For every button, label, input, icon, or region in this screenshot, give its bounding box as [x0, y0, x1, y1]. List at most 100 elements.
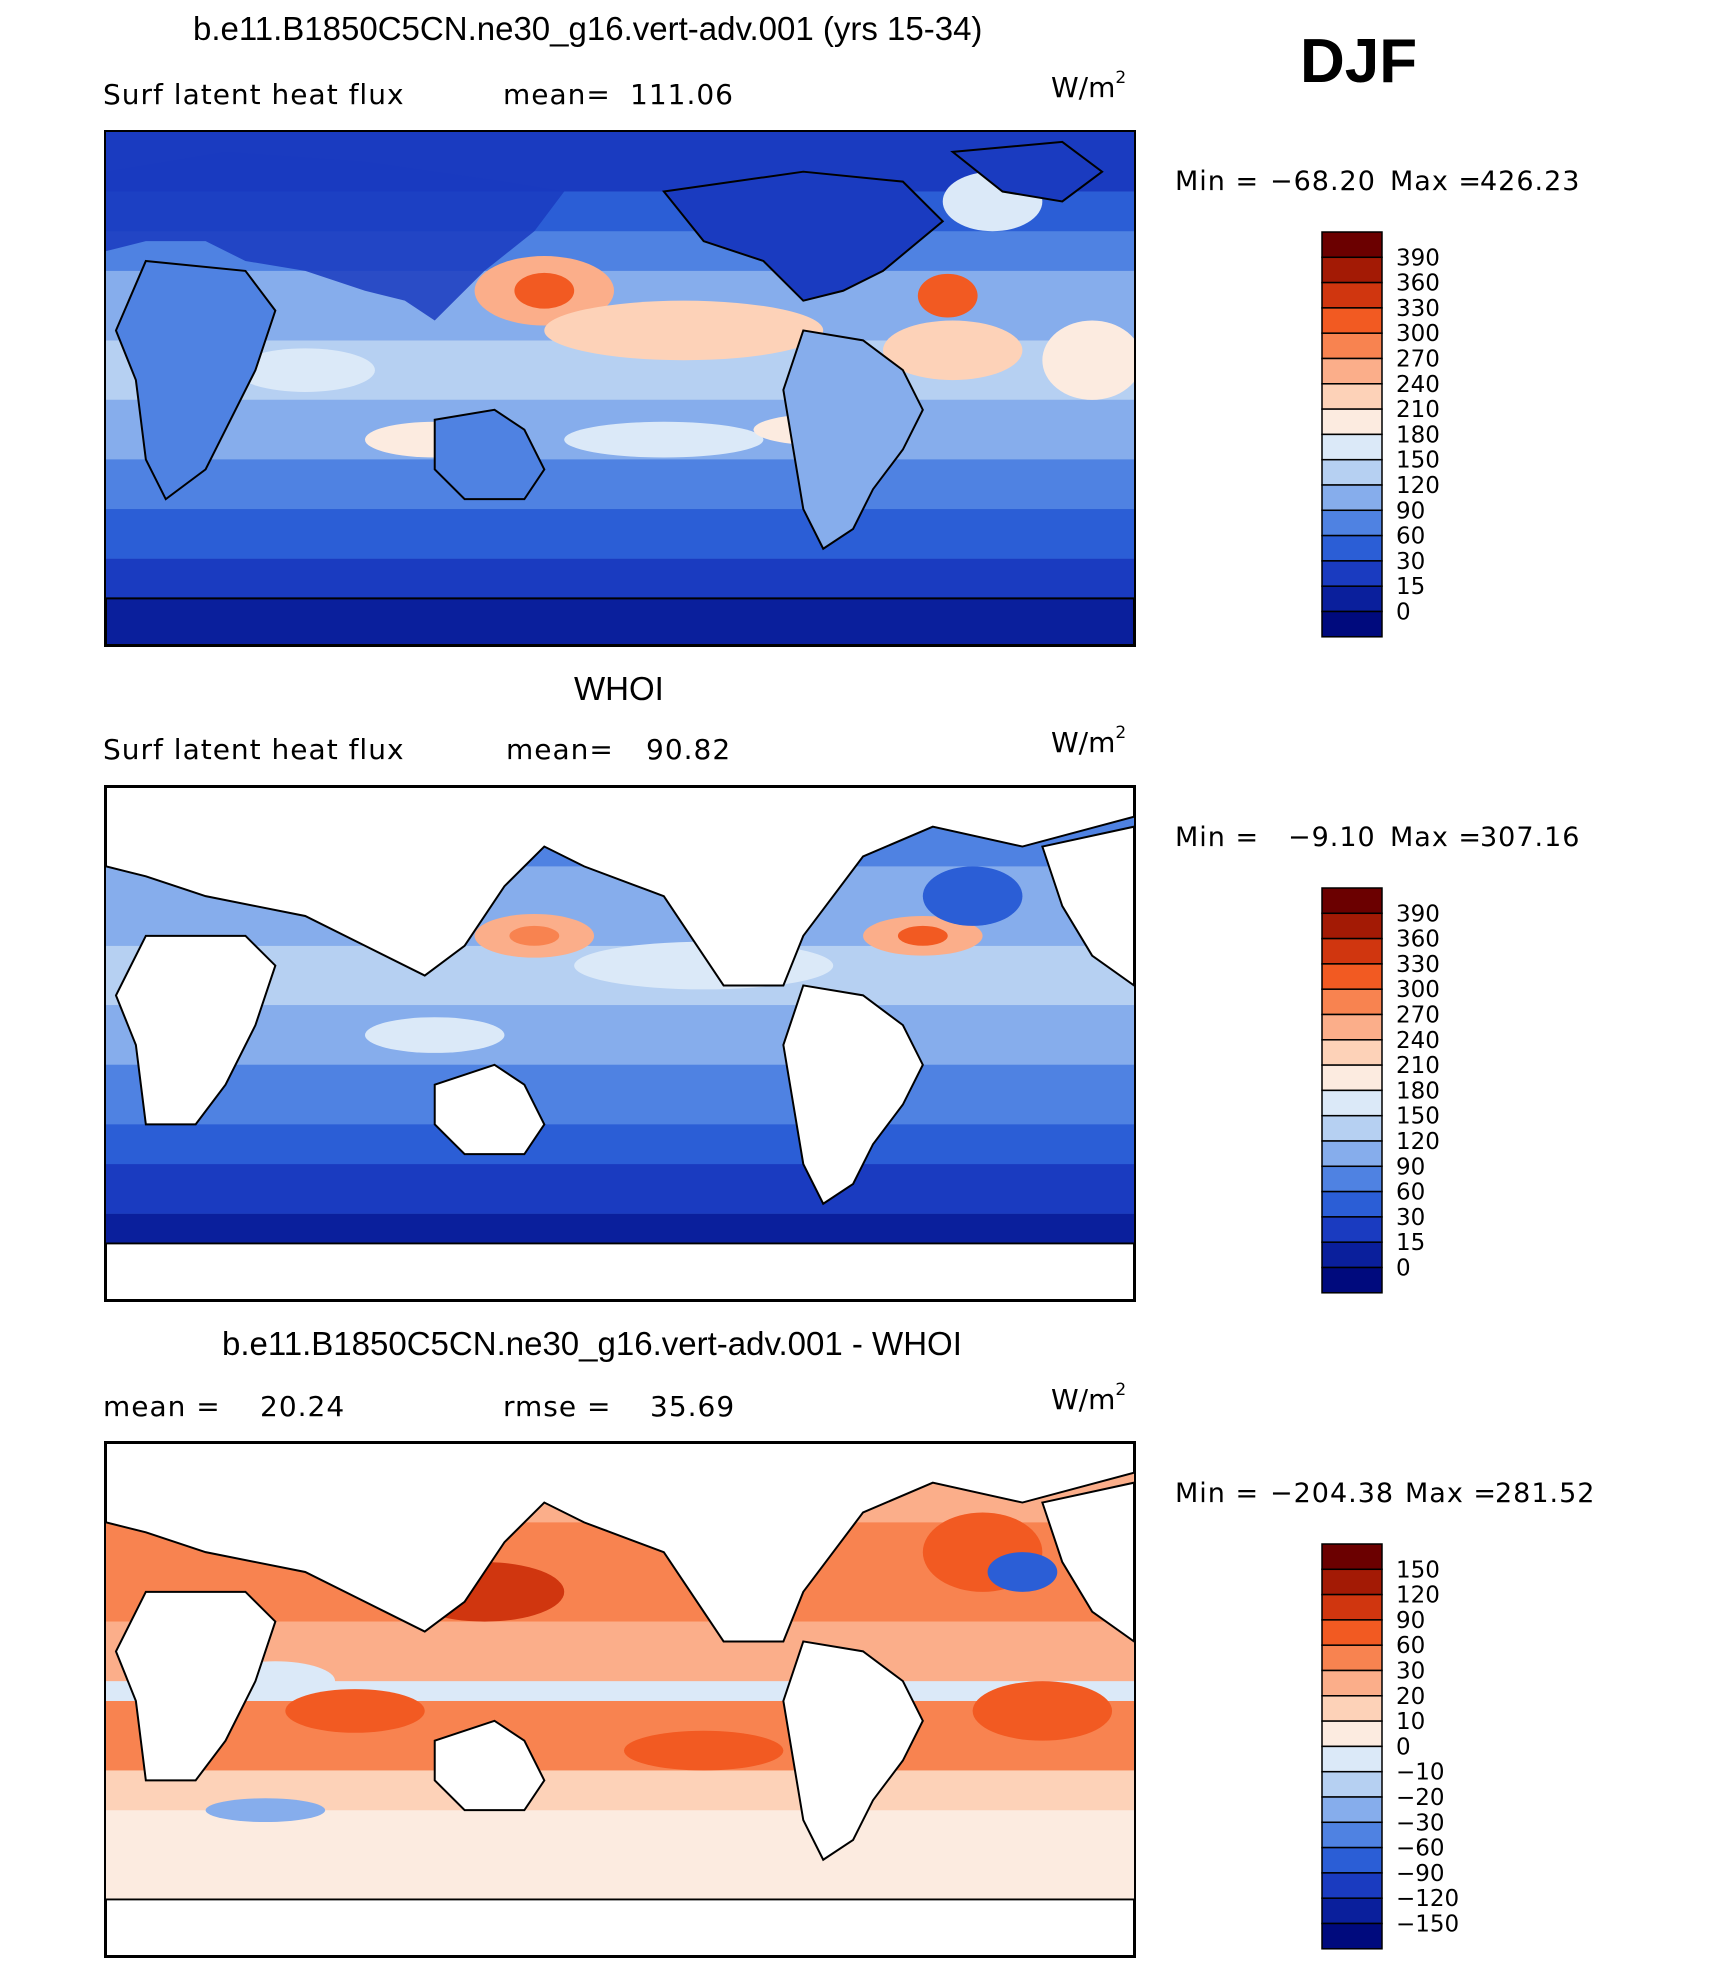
- colorbar-tick-label: 60: [1396, 524, 1425, 550]
- colorbar-tick-label: −60: [1396, 1836, 1445, 1862]
- colorbar-swatch: [1321, 937, 1383, 965]
- colorbar-tick-label: 210: [1396, 1053, 1440, 1079]
- colorbar-swatch: [1321, 1745, 1383, 1773]
- colorbar-swatch: [1321, 912, 1383, 940]
- panel-3-colorbar: 150 120 90 60 30 20 10 0 −10 −20 −30 −60 −90 −120 −150: [1320, 1542, 1460, 1952]
- colorbar-swatch: [1321, 1821, 1383, 1849]
- panel-1-min-label: Min =: [1175, 166, 1260, 197]
- panel-3-max-label: Max =: [1405, 1478, 1498, 1509]
- colorbar-swatch: [1321, 307, 1383, 334]
- colorbar-tick-label: 270: [1396, 347, 1440, 373]
- colorbar-swatch: [1321, 433, 1383, 461]
- panel-1-map-canvas: [106, 132, 1134, 645]
- colorbar-swatch: [1321, 1241, 1383, 1269]
- colorbar-swatch: [1321, 560, 1383, 587]
- panel-2-min-label: Min =: [1175, 822, 1260, 853]
- colorbar-tick-label: 60: [1396, 1633, 1425, 1659]
- panel-2-title: WHOI: [574, 670, 664, 707]
- colorbar-tick-label: 210: [1396, 397, 1440, 423]
- colorbar-tick-label: 10: [1396, 1709, 1425, 1735]
- colorbar-swatch: [1321, 484, 1383, 512]
- panel-3-title: b.e11.B1850C5CN.ne30_g16.vert-adv.001 - …: [222, 1325, 962, 1362]
- colorbar-tick-label: 150: [1396, 1557, 1440, 1583]
- panel-3-mean-label: mean =: [103, 1390, 221, 1423]
- panel-2-units: W/m2: [1051, 723, 1127, 759]
- colorbar-tick-label: 330: [1396, 296, 1440, 322]
- colorbar-swatch: [1321, 1140, 1383, 1168]
- colorbar-swatch: [1321, 988, 1383, 1016]
- colorbar-swatch: [1321, 281, 1383, 309]
- panel-1-mean-label: mean=: [503, 78, 611, 111]
- colorbar-tick-label: 120: [1396, 1129, 1440, 1155]
- colorbar-tick-label: 120: [1396, 1583, 1440, 1609]
- panel-2-max-value: 307.16: [1480, 822, 1581, 853]
- panel-2-mean-value: 90.82: [646, 733, 732, 766]
- panel-3-mean-value: 20.24: [260, 1390, 346, 1423]
- panel-3-min-value: −204.38: [1270, 1478, 1395, 1509]
- colorbar-swatch: [1321, 1922, 1383, 1950]
- colorbar-tick-label: −90: [1396, 1861, 1445, 1887]
- colorbar-swatch: [1321, 509, 1383, 537]
- panel-2-colorbar: 390 360 330 300 270 240 210 180 150 120 90 60 30 15 0: [1320, 886, 1460, 1296]
- panel-2-variable-label: Surf latent heat flux: [103, 733, 405, 766]
- season-label: DJF: [1300, 27, 1418, 96]
- panel-2-map-canvas: [106, 787, 1134, 1300]
- colorbar-tick-label: 30: [1396, 1659, 1425, 1685]
- panel-2-map: [104, 785, 1136, 1302]
- colorbar-tick-label: 0: [1396, 600, 1411, 626]
- panel-1-map: [104, 130, 1136, 647]
- panel-1-variable-label: Surf latent heat flux: [103, 78, 405, 111]
- colorbar-swatch: [1321, 357, 1383, 385]
- colorbar-tick-label: −20: [1396, 1785, 1445, 1811]
- colorbar-tick-label: 15: [1396, 1230, 1425, 1256]
- colorbar-tick-label: −30: [1396, 1810, 1445, 1836]
- colorbar-swatch: [1321, 1846, 1383, 1874]
- colorbar-tick-label: 270: [1396, 1003, 1440, 1029]
- colorbar-swatch: [1321, 1619, 1383, 1646]
- panel-3-units: W/m2: [1051, 1380, 1127, 1416]
- colorbar-tick-label: 360: [1396, 927, 1440, 953]
- panel-1-title: b.e11.B1850C5CN.ne30_g16.vert-adv.001 (y…: [193, 10, 983, 47]
- colorbar-swatch: [1321, 1216, 1383, 1243]
- colorbar-swatch: [1321, 1770, 1383, 1798]
- colorbar-tick-label: 90: [1396, 1608, 1425, 1634]
- colorbar-tick-label: 390: [1396, 901, 1440, 927]
- colorbar-swatch: [1321, 534, 1383, 562]
- panel-1-colorbar: 390 360 330 300 270 240 210 180 150 120 90 60 30 15 0: [1320, 230, 1460, 640]
- colorbar-tick-label: 360: [1396, 271, 1440, 297]
- colorbar-swatch: [1321, 458, 1383, 486]
- colorbar-tick-label: 30: [1396, 1205, 1425, 1231]
- colorbar-tick-label: 120: [1396, 473, 1440, 499]
- colorbar-tick-label: 150: [1396, 1104, 1440, 1130]
- colorbar-tick-label: 180: [1396, 422, 1440, 448]
- panel-1-units: W/m2: [1051, 68, 1127, 104]
- colorbar-swatch: [1321, 1872, 1383, 1899]
- colorbar-tick-label: 150: [1396, 448, 1440, 474]
- panel-2-max-label: Max =: [1390, 822, 1483, 853]
- colorbar-swatch: [1321, 1064, 1383, 1092]
- colorbar-swatch: [1321, 231, 1383, 259]
- colorbar-swatch: [1321, 1593, 1383, 1621]
- colorbar-tick-label: 240: [1396, 372, 1440, 398]
- colorbar-tick-label: 240: [1396, 1028, 1440, 1054]
- panel-2-mean-label: mean=: [506, 733, 614, 766]
- colorbar-swatch: [1321, 1165, 1383, 1193]
- colorbar-swatch: [1321, 256, 1383, 284]
- colorbar-swatch: [1321, 1266, 1383, 1294]
- colorbar-tick-label: 300: [1396, 977, 1440, 1003]
- colorbar-tick-label: −150: [1396, 1912, 1459, 1938]
- colorbar-swatch: [1321, 1013, 1383, 1041]
- colorbar-swatch: [1321, 1720, 1383, 1748]
- colorbar-swatch: [1321, 1669, 1383, 1697]
- colorbar-tick-label: 300: [1396, 321, 1440, 347]
- colorbar-swatch: [1321, 383, 1383, 410]
- panel-1-min-value: −68.20: [1270, 166, 1376, 197]
- colorbar-swatch: [1321, 1796, 1383, 1824]
- colorbar-tick-label: 0: [1396, 1256, 1411, 1282]
- colorbar-tick-label: 0: [1396, 1734, 1411, 1760]
- colorbar-tick-label: 90: [1396, 1154, 1425, 1180]
- colorbar-tick-label: 330: [1396, 952, 1440, 978]
